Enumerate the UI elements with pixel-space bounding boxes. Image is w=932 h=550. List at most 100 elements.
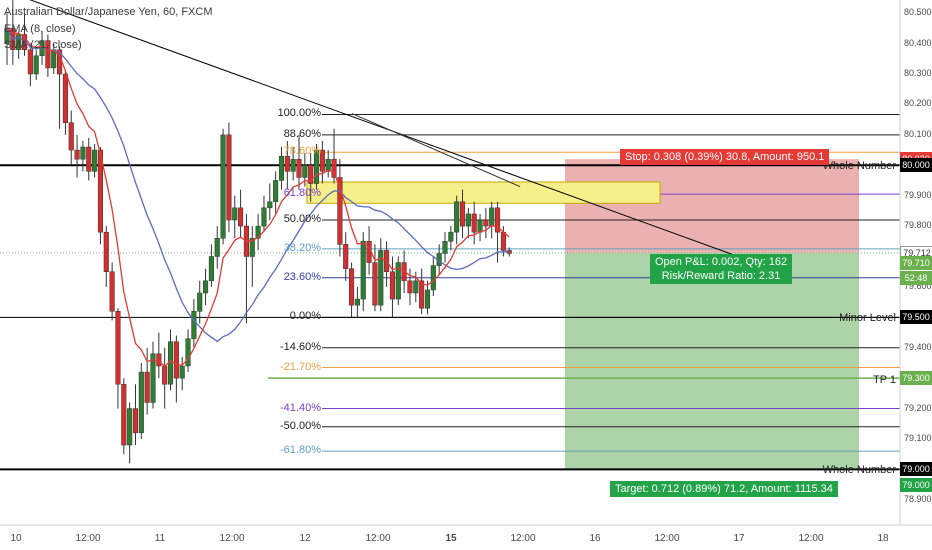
candle-body [179,365,185,379]
target-badge[interactable]: Target: 0.712 (0.89%) 71.2, Amount: 1115… [610,481,838,497]
fib-level-label: 61.80% [283,187,321,200]
chart-title: Australian Dollar/Japanese Yen, 60, FXCM [4,6,213,18]
time-tick-label: 10 [10,533,22,544]
price-tick-label: 80.200 [904,98,932,109]
candle-body [325,158,331,172]
whole-number-bottom-label: Whole Number [822,464,896,476]
target-price-box: 79.000 [900,477,932,492]
candle-body [419,280,425,309]
tp1-label: TP 1 [872,374,896,386]
fib-level-label: 88.60% [283,127,321,140]
current-price-alt-box: 79.710 [900,255,932,270]
candle-body [500,231,506,251]
candle-body [115,310,121,385]
fib-anchor-line [351,113,521,188]
time-tick-label: 12:00 [654,533,680,544]
time-tick-label: 16 [589,533,601,544]
countdown-box: 52:48 [900,270,932,285]
pnl-text: Open P&L: 0.002, Qty: 162 [655,256,788,268]
candle-body [337,177,343,245]
time-tick-label: 17 [733,533,745,544]
candle-body [86,146,92,172]
candle-body [413,280,419,294]
time-tick-label: 18 [877,533,889,544]
candle-body [255,225,261,239]
minor-level-price-box: 79.500 [900,310,932,325]
fib-level-label: -21.70% [280,360,321,373]
candle-body [308,165,314,184]
fib-level-label: 78.60% [283,145,321,158]
candle-body [27,49,33,75]
price-tick-label: 79.600 [904,280,932,291]
pnl-badge[interactable]: Open P&L: 0.002, Qty: 162 Risk/Reward Ra… [650,254,793,284]
candle-body [226,134,232,221]
price-tick-label: 79.800 [904,220,932,231]
candle-body [378,250,384,306]
candle-body [261,207,267,227]
candle-body [430,265,436,291]
ema-line [6,27,510,368]
candle-body [138,371,144,434]
candle-body [296,158,302,178]
candle-body [173,341,179,379]
candle-body [127,408,133,446]
candle-body [132,408,139,434]
candle-body [16,34,22,50]
price-tick-label: 80.500 [904,7,932,18]
candle-body [495,207,501,233]
candle-body [21,34,28,50]
price-tick-label: 80.300 [904,68,932,79]
candle-body [389,271,395,300]
candle-body [45,40,51,69]
candle-body [249,238,255,257]
minor-level-label: Minor Level [839,312,896,324]
sma-line [6,28,510,343]
whole-number-price-box: 80.000 [900,158,932,173]
candle-body [185,338,191,367]
candle-body [343,244,349,269]
time-tick-label: 12:00 [75,533,101,544]
candle-body [144,371,150,403]
fib-level-label: -50.00% [280,419,321,432]
candle-body [68,122,74,151]
ema-indicator-label[interactable]: EMA (8, close) [4,23,76,35]
candle-body [80,146,86,160]
time-tick-label: 12:00 [510,533,536,544]
candle-body [354,298,360,306]
candle-body [150,353,156,403]
price-tick-label: 79.200 [904,402,932,413]
candle-body [62,73,68,123]
price-tick-label: 79.100 [904,432,932,443]
candle-body [372,262,378,306]
time-tick-label: 11 [154,533,166,544]
time-tick-label: 12:00 [219,533,245,544]
fib-level-label: 50.00% [283,213,321,225]
price-tick-label: 80.400 [904,37,932,48]
candle-body [483,219,489,227]
candle-body [331,158,337,178]
fib-level-label: -14.60% [280,340,321,353]
candle-body [33,55,39,75]
tp1-price-box: 79.300 [900,371,932,386]
candle-body [395,262,401,300]
time-tick-label: 12:00 [798,533,824,544]
candle-body [109,271,115,312]
candle-body [360,241,366,300]
candle-body [74,149,80,160]
sma-indicator-label[interactable]: SMA (21, close) [4,39,82,51]
candle-body [273,180,279,203]
candle-body [214,238,220,257]
candle-body [313,149,320,184]
stop-badge[interactable]: Stop: 0.308 (0.39%) 30.8, Amount: 950.1 [620,149,830,165]
price-tick-label: 78.900 [904,493,932,504]
candle-body [191,310,197,339]
candle-body [162,365,168,385]
candle-body [302,165,308,178]
candle-body [442,241,448,254]
candle-body [92,149,98,172]
candle-body [489,207,495,227]
fib-level-label: 38.20% [283,241,321,254]
whole-number-bottom-price-box: 79.000 [900,462,932,477]
stop-loss-zone [565,159,859,253]
